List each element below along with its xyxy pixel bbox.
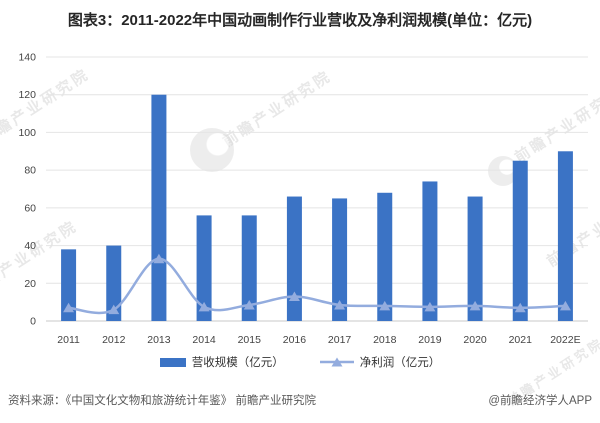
x-tick-label-2014: 2014: [192, 334, 216, 346]
profit-marker-2012: [108, 304, 120, 315]
chart-canvas: 0 20 40 60 80 100 120 140 2011 2012 2013 2014 2015 20…: [18, 52, 588, 346]
legend-item-profit: 净利润（亿元）: [319, 354, 441, 370]
profit-marker-2021: [514, 302, 526, 313]
bar-2012: [106, 245, 122, 321]
x-tick-label-2013: 2013: [147, 334, 171, 346]
profit-marker-2018: [379, 300, 391, 311]
bar-2015: [241, 215, 257, 321]
y-tick-label-80: 80: [24, 165, 36, 177]
y-tick-label-40: 40: [24, 240, 36, 252]
profit-marker-2020: [469, 300, 481, 311]
x-tick-label-2019: 2019: [418, 334, 442, 346]
y-tick-label-20: 20: [24, 278, 36, 290]
bar-2016: [286, 196, 302, 321]
legend-label-revenue: 营收规模（亿元）: [191, 357, 284, 369]
x-tick-label-2018: 2018: [373, 334, 397, 346]
chart-legend: 营收规模（亿元） 净利润（亿元）: [0, 353, 600, 371]
profit-marker-2015: [243, 299, 255, 310]
y-tick-label-0: 0: [30, 316, 36, 328]
bar-2014: [196, 215, 212, 321]
y-tick-label-140: 140: [18, 52, 36, 64]
bar-2020: [467, 196, 483, 321]
y-tick-label-60: 60: [24, 202, 36, 214]
source-text: 资料来源：《中国文化文物和旅游统计年鉴》 前瞻产业研究院: [8, 395, 316, 407]
bar-2011: [61, 249, 77, 321]
chart-footer: 资料来源：《中国文化文物和旅游统计年鉴》 前瞻产业研究院 @前瞻经济学人APP: [8, 392, 592, 408]
profit-marker-2022E: [559, 300, 571, 311]
bar-2019: [422, 181, 438, 321]
bar-2022E: [557, 151, 573, 321]
y-tick-label-120: 120: [18, 89, 36, 101]
x-tick-label-2017: 2017: [328, 334, 352, 346]
x-tick-label-2011: 2011: [57, 334, 80, 346]
credit-text: @前瞻经济学人APP: [488, 395, 592, 407]
legend-label-profit: 净利润（亿元）: [359, 357, 441, 369]
profit-marker-2016: [288, 291, 300, 301]
profit-marker-2014: [198, 301, 210, 312]
bar-2018: [377, 192, 393, 321]
revenue-bar-swatch-icon: [159, 357, 186, 367]
x-tick-label-2020: 2020: [463, 334, 487, 346]
profit-marker-2017: [334, 299, 346, 310]
profit-marker-2019: [424, 301, 436, 312]
bar-2013: [151, 94, 167, 321]
bar-2017: [332, 198, 348, 321]
profit-line-swatch-icon: [319, 357, 354, 367]
chart-title: 图表3：2011-2022年中国动画制作行业营收及净利润规模(单位：亿元): [67, 12, 533, 29]
x-tick-label-2016: 2016: [283, 334, 307, 346]
legend-item-revenue: 营收规模（亿元）: [159, 354, 284, 370]
x-tick-label-2012: 2012: [102, 334, 126, 346]
bar-2021: [512, 160, 528, 321]
x-tick-label-2022E: 2022E: [550, 334, 580, 346]
profit-marker-2011: [63, 302, 75, 313]
profit-marker-2013: [153, 253, 165, 264]
profit-line: [68, 257, 566, 315]
x-tick-label-2021: 2021: [509, 334, 533, 346]
y-tick-label-100: 100: [18, 127, 36, 139]
x-tick-label-2015: 2015: [238, 334, 262, 346]
